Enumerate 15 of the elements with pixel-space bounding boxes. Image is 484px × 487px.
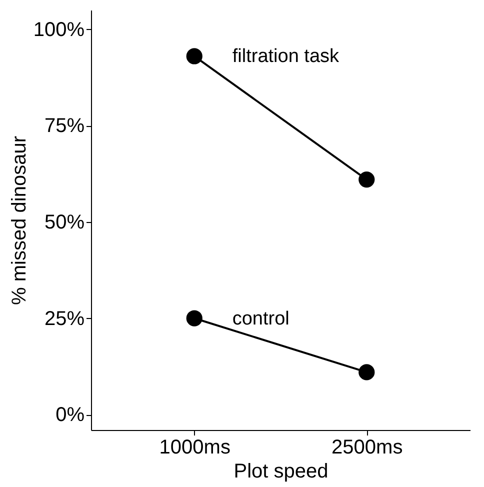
point — [358, 171, 375, 188]
x-tick-label: 1000ms — [159, 436, 230, 458]
series-label: control — [232, 308, 290, 330]
y-tick-label: 25% — [44, 308, 85, 330]
series-label: filtration task — [232, 46, 340, 68]
y-axis-title: % missed dinosaur — [8, 136, 30, 305]
y-tick-label: 100% — [33, 18, 85, 41]
point — [358, 364, 375, 380]
y-tick-label: 50% — [44, 211, 85, 234]
point — [186, 48, 202, 64]
y-tick-label: 75% — [44, 115, 85, 138]
x-axis-title: Plot speed — [234, 460, 328, 482]
x-tick-label: 2500ms — [332, 436, 403, 458]
y-tick-label: 0% — [56, 404, 85, 426]
point — [186, 310, 202, 326]
